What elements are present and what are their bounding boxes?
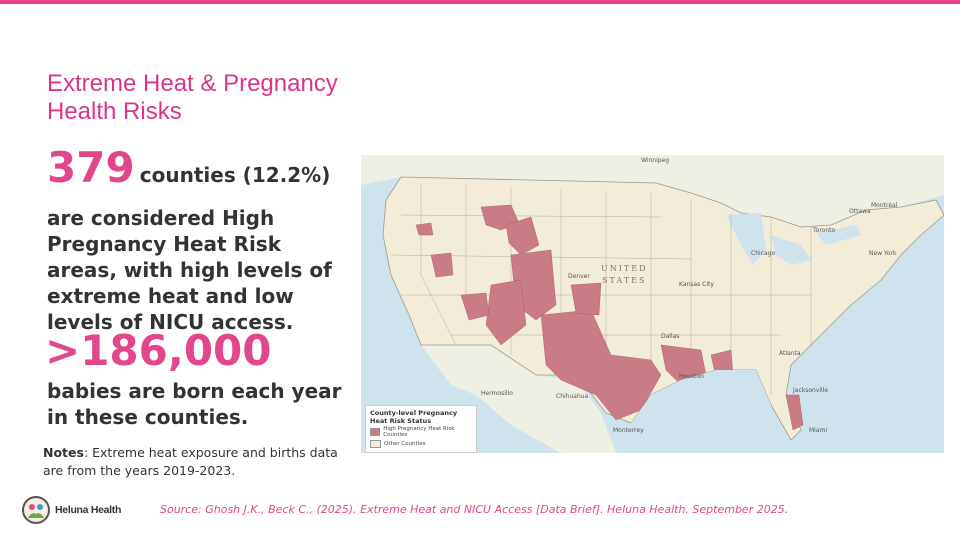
legend-title: County-level Pregnancy Heat Risk Status — [370, 409, 458, 425]
stat-counties: 379 counties (12.2%) are considered High… — [47, 146, 347, 335]
logo-text: Heluna Health — [55, 504, 122, 516]
legend-item-other: Other Counties — [366, 439, 476, 449]
notes-text: : Extreme heat exposure and births data … — [43, 445, 338, 478]
place-label: Montréal — [871, 202, 898, 209]
stat-counties-description: are considered High Pregnancy Heat Risk … — [47, 206, 332, 334]
notes: Notes: Extreme heat exposure and births … — [43, 444, 353, 480]
place-label: Ottawa — [849, 208, 871, 215]
place-label: Winnipeg — [641, 157, 670, 164]
place-label: Denver — [568, 273, 590, 280]
place-label: Dallas — [661, 333, 680, 340]
place-label: Kansas City — [679, 281, 714, 288]
place-label: Monterrey — [613, 427, 644, 434]
place-label: Chihuahua — [556, 393, 589, 400]
stat-counties-number: 379 — [47, 143, 135, 192]
heluna-logo-icon — [22, 496, 50, 524]
top-accent-bar — [0, 0, 960, 4]
notes-label: Notes — [43, 445, 84, 460]
stat-babies-description: babies are born each year in these count… — [47, 379, 342, 429]
heluna-health-logo: Heluna Health — [22, 493, 132, 527]
great-lakes — [726, 213, 861, 265]
stat-babies-number: >186,000 — [45, 326, 272, 375]
state-borders — [390, 183, 812, 395]
legend-item-high-risk: High Pregnancy Heat Risk Counties — [366, 425, 476, 439]
stat-counties-suffix: counties (12.2%) — [139, 163, 331, 187]
page-title: Extreme Heat & Pregnancy Health Risks — [47, 70, 338, 125]
map-legend: County-level Pregnancy Heat Risk Status … — [365, 405, 477, 453]
place-label: Houston — [679, 373, 704, 380]
place-label: Chicago — [751, 250, 776, 257]
place-label: Miami — [809, 427, 828, 434]
place-label: Atlanta — [779, 350, 801, 357]
source-citation: Source: Ghosh J.K., Beck C., (2025). Ext… — [160, 503, 789, 516]
place-label: Jacksonville — [793, 387, 829, 394]
other-swatch-icon — [370, 440, 381, 448]
us-risk-map: UNITED STATES Winnipeg Ottawa Montréal T… — [361, 155, 944, 453]
gulf-of-mexico — [616, 370, 771, 453]
place-label: Toronto — [813, 227, 836, 234]
mexico-land — [421, 345, 616, 453]
map-canvas — [361, 155, 944, 453]
high-risk-swatch-icon — [370, 428, 381, 436]
place-label: Hermosillo — [481, 390, 513, 397]
place-label: New York — [869, 250, 897, 257]
high-risk-counties — [415, 204, 804, 431]
country-label: UNITED STATES — [601, 264, 648, 285]
canada-land — [361, 155, 944, 227]
